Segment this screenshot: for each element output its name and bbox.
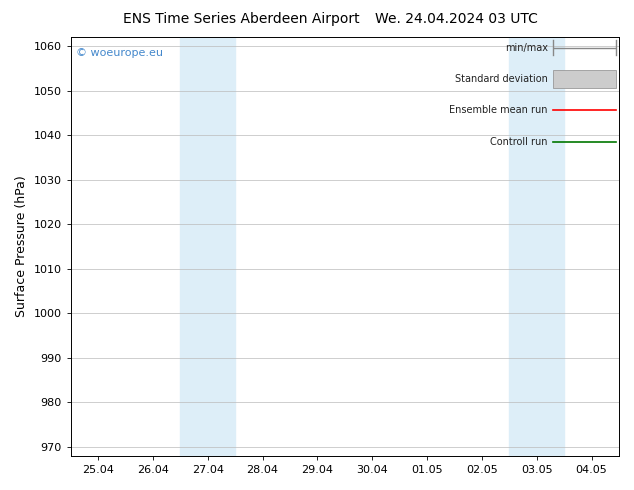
Y-axis label: Surface Pressure (hPa): Surface Pressure (hPa) <box>15 175 28 318</box>
Text: min/max: min/max <box>505 43 548 52</box>
Bar <box>180 37 235 456</box>
Text: ENS Time Series Aberdeen Airport: ENS Time Series Aberdeen Airport <box>122 12 359 26</box>
Bar <box>509 37 564 456</box>
Text: © woeurope.eu: © woeurope.eu <box>76 48 163 57</box>
Text: Ensemble mean run: Ensemble mean run <box>450 105 548 115</box>
Text: We. 24.04.2024 03 UTC: We. 24.04.2024 03 UTC <box>375 12 538 26</box>
Text: Controll run: Controll run <box>490 137 548 147</box>
Bar <box>553 70 616 88</box>
Text: Standard deviation: Standard deviation <box>455 74 548 84</box>
